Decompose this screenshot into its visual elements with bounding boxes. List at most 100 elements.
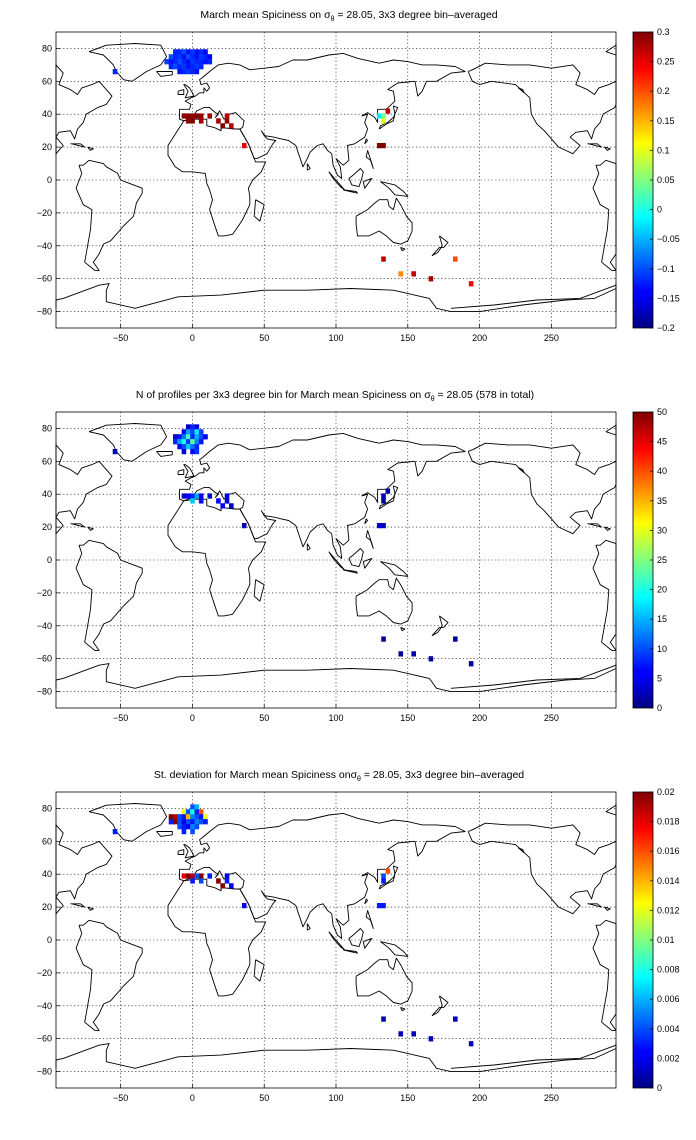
- x-tick-label: 200: [472, 333, 487, 343]
- data-cells: [112, 49, 474, 287]
- y-tick-label: −40: [37, 621, 52, 631]
- coastline-segment: [183, 84, 195, 99]
- coastline-segment: [365, 910, 374, 929]
- data-cell: [190, 113, 195, 119]
- coastline-segment: [183, 844, 195, 859]
- coastline-segment: [355, 577, 413, 625]
- coastline-segment: [450, 283, 617, 313]
- data-cell: [198, 59, 204, 65]
- data-cell: [229, 123, 234, 129]
- data-cells: [112, 424, 474, 667]
- data-cell: [203, 54, 208, 60]
- data-cell: [181, 819, 187, 825]
- data-cell: [190, 824, 195, 830]
- coastline-segment: [55, 62, 113, 155]
- data-cell: [229, 883, 234, 889]
- y-tick-label: 80: [42, 423, 52, 433]
- data-cell: [207, 113, 213, 119]
- coastline-segment: [362, 557, 373, 569]
- data-cell: [177, 819, 182, 825]
- data-cell: [381, 903, 386, 909]
- coastline-segment: [604, 526, 611, 531]
- y-tick-label: 20: [42, 902, 52, 912]
- data-cell: [194, 54, 200, 60]
- data-cell: [198, 49, 204, 55]
- coastline-segment: [592, 539, 617, 651]
- data-cell: [185, 113, 191, 119]
- data-cell: [181, 493, 187, 499]
- data-cell: [190, 59, 195, 65]
- data-cell: [181, 809, 187, 815]
- y-axis: −80 −60 −40 −20 0 20 40 60 80: [37, 803, 60, 1077]
- data-cell: [190, 429, 195, 435]
- data-cell: [411, 271, 416, 277]
- colorbar-tick-label: 0.02: [657, 787, 675, 797]
- colorbar: −0.2 −0.15 −0.1 −0.05 0 0.05 0.1 0.15 0.2 0.25 0.3: [632, 27, 680, 333]
- data-cell: [198, 439, 204, 445]
- coastline-segment: [380, 941, 409, 957]
- data-cell: [168, 54, 174, 60]
- coastline-segment: [183, 464, 195, 479]
- data-cell: [185, 429, 191, 435]
- x-axis: −50 0 50 100 150 200 250: [113, 324, 559, 343]
- data-cell: [173, 819, 178, 825]
- data-cell: [190, 873, 195, 879]
- coastline-segment: [604, 146, 611, 151]
- data-cell: [185, 424, 191, 430]
- coastline-segment: [70, 903, 86, 908]
- coastline-segment: [55, 663, 617, 693]
- data-cell: [185, 814, 191, 820]
- data-cell: [198, 429, 204, 435]
- data-cell: [181, 434, 187, 440]
- x-tick-label: 150: [400, 713, 415, 723]
- data-cell: [224, 493, 230, 499]
- data-cell: [385, 488, 391, 494]
- colorbar-tick-label: 0.012: [657, 905, 680, 915]
- y-tick-label: −20: [37, 208, 52, 218]
- data-cell: [181, 64, 187, 70]
- data-cell: [385, 108, 391, 114]
- coastline-segment: [604, 906, 611, 911]
- x-tick-label: 200: [472, 713, 487, 723]
- coastline-segment: [605, 423, 617, 462]
- x-tick-label: 150: [400, 333, 415, 343]
- coastline-segment: [364, 898, 369, 905]
- data-cell: [164, 59, 170, 65]
- coastline-segment: [592, 919, 617, 1031]
- x-tick-label: 100: [328, 713, 343, 723]
- coastline-segment: [167, 878, 267, 997]
- x-tick-label: −50: [113, 713, 128, 723]
- data-cell: [241, 143, 247, 149]
- colorbar-tick-label: 0: [657, 703, 662, 713]
- data-cell: [190, 804, 195, 810]
- world-coastline: [55, 43, 617, 313]
- coastline-segment: [87, 146, 94, 151]
- data-cell: [194, 444, 200, 450]
- coastline-segment: [88, 43, 168, 82]
- coastline-segment: [75, 919, 143, 1031]
- x-tick-label: 250: [544, 1093, 559, 1103]
- colorbar-tick-label: 5: [657, 673, 662, 683]
- y-tick-label: −20: [37, 968, 52, 978]
- data-cell: [185, 439, 191, 445]
- data-cell: [177, 59, 182, 65]
- x-tick-label: 0: [190, 713, 195, 723]
- data-cell: [181, 829, 187, 835]
- colorbar-ticks: 0 5 10 15 20 25 30 35 40 45 50: [650, 407, 667, 713]
- y-axis: −80 −60 −40 −20 0 20 40 60 80: [37, 423, 60, 697]
- data-cell: [198, 819, 204, 825]
- x-tick-label: −50: [113, 333, 128, 343]
- data-cell: [428, 656, 434, 662]
- data-cell: [185, 824, 191, 830]
- data-cell: [190, 878, 195, 884]
- data-cell: [177, 434, 182, 440]
- data-cell: [190, 449, 195, 455]
- coastline-segment: [467, 822, 617, 915]
- data-cell: [398, 651, 404, 657]
- x-tick-label: 150: [400, 1093, 415, 1103]
- data-cell: [173, 49, 178, 55]
- data-cell: [198, 814, 204, 820]
- data-cell: [190, 439, 195, 445]
- data-cell: [381, 113, 386, 119]
- x-tick-label: 250: [544, 713, 559, 723]
